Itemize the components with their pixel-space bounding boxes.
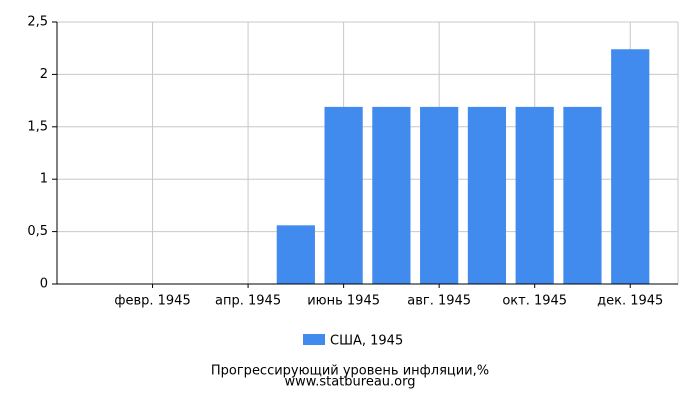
caption: Прогрессирующий уровень инфляции,% bbox=[211, 364, 489, 379]
x-tick-label: окт. 1945 bbox=[502, 294, 567, 309]
x-tick-label: февр. 1945 bbox=[114, 294, 190, 309]
bar bbox=[563, 106, 602, 284]
bar bbox=[467, 106, 507, 284]
y-tick-label: 2,5 bbox=[27, 15, 48, 30]
bar bbox=[420, 106, 459, 284]
caption: www.statbureau.org bbox=[285, 375, 416, 390]
bar bbox=[372, 106, 411, 284]
x-tick-label: апр. 1945 bbox=[215, 294, 281, 309]
y-tick-label: 1 bbox=[40, 172, 48, 187]
legend-label: США, 1945 bbox=[330, 334, 403, 349]
y-tick-label: 1,5 bbox=[27, 119, 48, 134]
x-tick-label: дек. 1945 bbox=[597, 294, 663, 309]
legend-swatch bbox=[303, 334, 325, 345]
x-tick-label: авг. 1945 bbox=[407, 294, 471, 309]
bar bbox=[276, 225, 315, 284]
bar bbox=[611, 49, 650, 284]
bar bbox=[515, 106, 554, 284]
y-tick-label: 0 bbox=[40, 277, 48, 292]
y-tick-label: 2 bbox=[40, 67, 48, 82]
bar bbox=[324, 106, 363, 284]
x-tick-label: июнь 1945 bbox=[307, 294, 380, 309]
y-tick-label: 0,5 bbox=[27, 224, 48, 239]
